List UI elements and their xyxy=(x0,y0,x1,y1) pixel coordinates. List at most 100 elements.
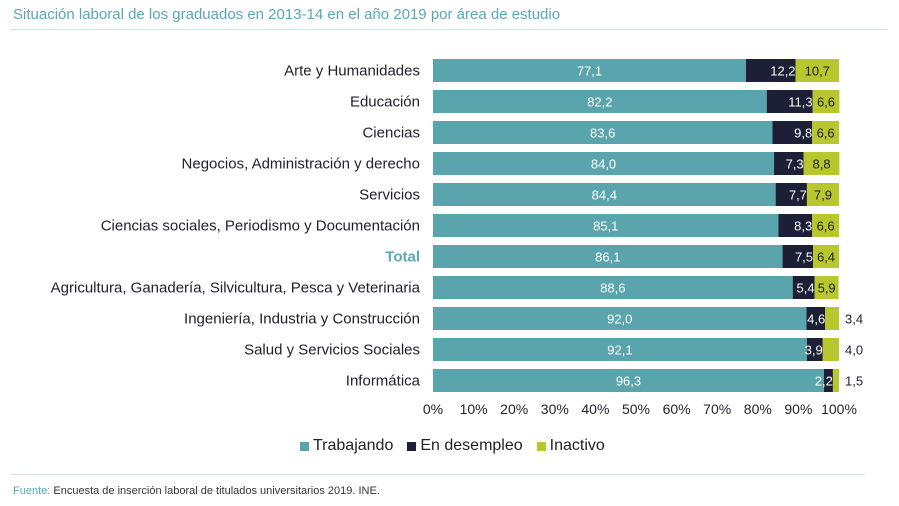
x-tick-label: 10% xyxy=(460,401,488,417)
x-tick-label: 50% xyxy=(622,401,650,417)
bar-segment-desempleo xyxy=(775,183,807,206)
legend-item-trabajando: Trabajando xyxy=(300,437,393,455)
bar-segment-desempleo xyxy=(806,307,826,330)
x-tick-label: 90% xyxy=(784,401,812,417)
data-label: 1,5 xyxy=(845,374,863,389)
chart-legend: Trabajando En desempleo Inactivo xyxy=(300,437,605,455)
bar-segment-trabajando xyxy=(433,276,793,299)
data-label: 85,1 xyxy=(593,219,618,234)
category-label: Ciencias sociales, Periodismo y Document… xyxy=(101,218,420,235)
legend-swatch-desempleo xyxy=(407,441,417,451)
bar-segment-trabajando xyxy=(433,307,807,330)
bar-segment-desempleo xyxy=(766,90,813,113)
data-label: 77,1 xyxy=(577,64,602,79)
data-label: 7,5 xyxy=(795,250,813,265)
category-label: Ingeniería, Industria y Construcción xyxy=(184,311,420,328)
category-label: Arte y Humanidades xyxy=(284,63,420,80)
category-label: Agricultura, Ganadería, Silvicultura, Pe… xyxy=(51,280,421,297)
legend-swatch-trabajando xyxy=(300,441,309,451)
x-tick-label: 0% xyxy=(423,401,443,417)
x-tick-label: 20% xyxy=(500,401,528,417)
bar-segment-desempleo xyxy=(774,152,804,175)
bar-segment-inactivo xyxy=(814,276,839,299)
x-tick-label: 70% xyxy=(703,401,731,417)
category-label: Educación xyxy=(350,94,420,111)
category-label: Total xyxy=(385,249,420,266)
data-label: 5,4 xyxy=(797,281,815,296)
bar-segment-inactivo xyxy=(803,152,840,175)
category-label: Servicios xyxy=(359,187,420,204)
data-label: 6,6 xyxy=(817,219,835,234)
legend-label-desempleo: En desempleo xyxy=(420,437,523,454)
bar-segment-trabajando xyxy=(433,183,776,206)
bar-segment-inactivo xyxy=(822,338,839,361)
bar-segment-desempleo xyxy=(778,214,813,237)
data-label: 84,0 xyxy=(591,157,616,172)
data-label: 92,0 xyxy=(607,312,632,327)
category-label: Informática xyxy=(346,373,421,390)
bar-segment-trabajando xyxy=(433,338,807,361)
data-label: 8,3 xyxy=(794,219,812,234)
data-label: 7,9 xyxy=(814,188,832,203)
legend-item-inactivo: Inactivo xyxy=(536,437,605,455)
source-text: Encuesta de inserción laboral de titulad… xyxy=(53,485,380,497)
data-label: 3,4 xyxy=(845,312,863,327)
data-label: 4,6 xyxy=(807,312,825,327)
bar-segment-inactivo xyxy=(813,245,839,268)
title-divider xyxy=(10,29,888,30)
source-label: Fuente: xyxy=(13,485,51,497)
data-label: 3,9 xyxy=(805,343,823,358)
bar-segment-desempleo xyxy=(782,245,814,268)
x-tick-label: 60% xyxy=(663,401,691,417)
bar-segment-desempleo xyxy=(772,121,813,144)
bar-segment-desempleo xyxy=(792,276,815,299)
data-label: 83,6 xyxy=(590,126,615,141)
data-label: 6,4 xyxy=(817,250,835,265)
data-label: 7,3 xyxy=(786,157,804,172)
chart-title: Situación laboral de los graduados en 20… xyxy=(13,6,561,23)
category-label: Ciencias xyxy=(362,125,420,142)
bar-segment-trabajando xyxy=(433,152,775,175)
data-label: 8,8 xyxy=(813,157,831,172)
bar-segment-trabajando xyxy=(433,369,824,392)
data-label: 7,7 xyxy=(789,188,807,203)
bar-segment-desempleo xyxy=(806,338,823,361)
data-label: 6,6 xyxy=(817,95,835,110)
bar-segment-trabajando xyxy=(433,214,779,237)
category-label: Negocios, Administración y derecho xyxy=(182,156,420,173)
data-label: 82,2 xyxy=(587,95,612,110)
legend-item-desempleo: En desempleo xyxy=(407,437,523,455)
data-label: 6,6 xyxy=(817,126,835,141)
legend-swatch-inactivo xyxy=(536,441,546,451)
data-label: 92,1 xyxy=(607,343,632,358)
data-label: 96,3 xyxy=(616,374,641,389)
bar-segment-desempleo xyxy=(823,369,833,392)
bar-segment-trabajando xyxy=(433,245,783,268)
data-label: 84,4 xyxy=(592,188,617,203)
bar-segment-inactivo xyxy=(825,307,839,330)
source-note: Fuente: Encuesta de inserción laboral de… xyxy=(13,485,380,497)
bar-segment-desempleo xyxy=(746,59,796,82)
x-tick-label: 80% xyxy=(744,401,772,417)
data-label: 88,6 xyxy=(600,281,625,296)
data-label: 11,3 xyxy=(788,95,812,110)
bar-segment-trabajando xyxy=(433,90,767,113)
bar-segment-inactivo xyxy=(806,183,839,206)
bar-segment-trabajando xyxy=(433,59,747,82)
data-label: 86,1 xyxy=(595,250,620,265)
data-label: 4,0 xyxy=(845,343,863,358)
x-tick-label: 40% xyxy=(581,401,609,417)
data-label: 10,7 xyxy=(805,64,830,79)
source-divider xyxy=(10,474,865,475)
bar-segment-inactivo xyxy=(795,59,839,82)
bar-segment-inactivo xyxy=(812,214,839,237)
legend-label-trabajando: Trabajando xyxy=(313,437,394,454)
legend-label-inactivo: Inactivo xyxy=(549,437,605,454)
x-tick-label: 100% xyxy=(821,401,857,417)
bar-segment-inactivo xyxy=(832,369,839,392)
bar-segment-inactivo xyxy=(812,90,840,113)
x-tick-label: 30% xyxy=(541,401,569,417)
stacked-bar-chart: Arte y Humanidades 77,1 12,2 10,7 Educación 8… xyxy=(51,59,863,417)
data-label: 12,2 xyxy=(770,64,795,79)
data-label: 9,8 xyxy=(794,126,812,141)
